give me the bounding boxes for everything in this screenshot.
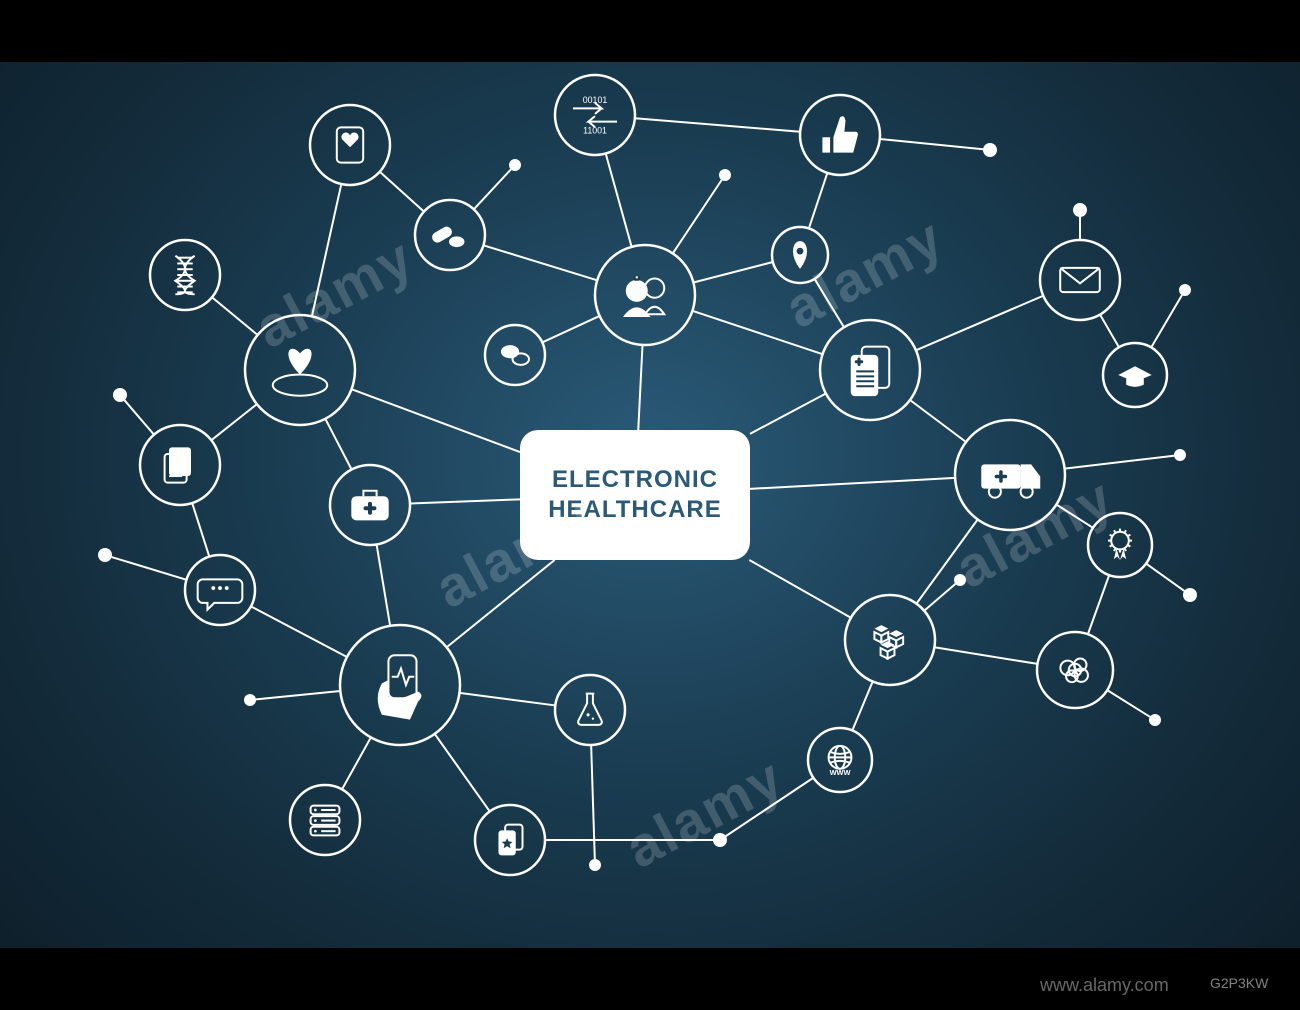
- first-aid-kit-icon: [351, 491, 388, 521]
- documents-star-icon: [498, 825, 522, 856]
- hand-phone-pulse-node: [340, 625, 460, 745]
- svg-text:11001: 11001: [583, 126, 607, 136]
- ambulance-icon: [981, 464, 1040, 497]
- award-ribbon-icon: [1108, 529, 1132, 560]
- nurse-people-icon: [623, 276, 664, 317]
- thumbs-up-icon: [822, 116, 857, 152]
- hand-phone-pulse-icon: [378, 655, 422, 719]
- cloud-cluster-node: [1037, 632, 1113, 708]
- location-pin-icon: [793, 241, 807, 269]
- envelope-icon: [1060, 268, 1100, 292]
- flask-node: [555, 675, 625, 745]
- thumbs-up-node: [800, 95, 880, 175]
- grad-cap-icon: [1118, 366, 1151, 387]
- pills-icon: [430, 225, 464, 247]
- medical-records-icon: [851, 347, 890, 397]
- chat-bubbles-icon: [501, 345, 529, 365]
- medical-doc-node: [140, 425, 220, 505]
- watermark-url: www.alamy.com: [1040, 975, 1169, 996]
- cubes-node: [845, 595, 935, 685]
- message-dots-icon: [198, 579, 243, 609]
- first-aid-kit-node: [330, 465, 410, 545]
- svg-text:ELECTRONIC: ELECTRONIC: [552, 466, 718, 493]
- cloud-cluster-icon: [1060, 659, 1088, 683]
- dna-node: [150, 240, 220, 310]
- smartwatch-heart-node: [310, 105, 390, 185]
- message-dots-node: [185, 555, 255, 625]
- svg-text:00101: 00101: [583, 95, 608, 105]
- smartwatch-heart-icon: [337, 127, 363, 162]
- binary-arrows-icon: 00101 11001: [573, 95, 617, 136]
- envelope-node: [1040, 240, 1120, 320]
- pills-node: [415, 200, 485, 270]
- svg-text:WWW: WWW: [830, 768, 851, 777]
- binary-arrows-node: 00101 11001: [555, 75, 635, 155]
- dna-icon: [175, 256, 194, 295]
- chat-bubbles-node: [485, 325, 545, 385]
- flask-icon: [578, 694, 602, 725]
- watermark-code: G2P3KW: [1210, 975, 1268, 991]
- documents-star-node: [475, 805, 545, 875]
- globe-www-icon: WWW: [829, 746, 852, 777]
- server-icon: [311, 806, 340, 836]
- medical-records-node: [820, 320, 920, 420]
- nurse-people-node: [595, 245, 695, 345]
- medical-doc-icon: [165, 447, 191, 482]
- globe-www-node: WWW: [808, 728, 872, 792]
- grad-cap-node: [1103, 343, 1167, 407]
- cubes-icon: [874, 625, 903, 658]
- server-node: [290, 785, 360, 855]
